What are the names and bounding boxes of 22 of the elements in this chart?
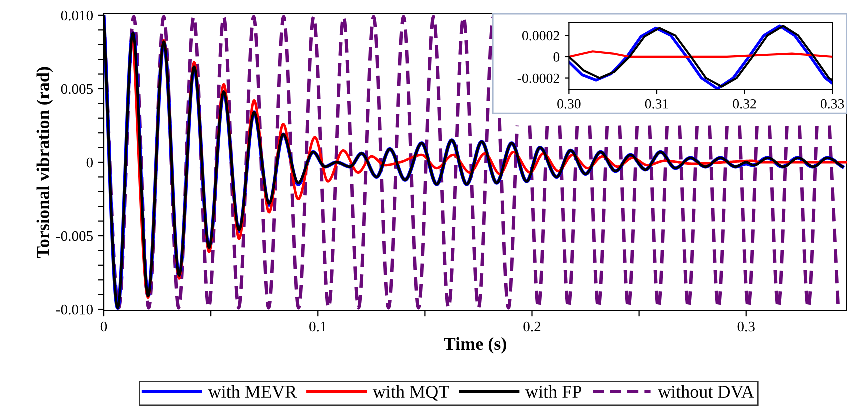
y-tick-label: -0.010 (56, 304, 94, 315)
x-tick-label: 0.30 (558, 99, 581, 109)
legend-label: with FP (526, 385, 582, 398)
x-tick-label: 0.33 (820, 99, 844, 109)
x-tick-label: 0.2 (524, 322, 541, 332)
y-tick-label: 0 (86, 158, 94, 168)
y-tick-label: 0.005 (61, 84, 94, 94)
y-tick-label: -0.005 (56, 231, 94, 242)
legend-label: with MQT (372, 385, 450, 401)
x-tick-label: 0.31 (645, 99, 668, 109)
x-tick-label: 0 (100, 322, 108, 332)
y-tick-label: 0.010 (61, 10, 94, 21)
y-axis-title: Torsional vibration (rad) (36, 67, 54, 258)
y-tick-label: -0.0002 (518, 74, 560, 84)
x-axis-title: Time (s) (444, 337, 506, 354)
x-tick-label: 0.3 (738, 322, 755, 332)
y-tick-label: 0.0002 (522, 31, 560, 41)
y-tick-label: 0 (554, 52, 560, 62)
legend-label: without DVA (658, 385, 754, 398)
x-tick-label: 0.1 (310, 322, 326, 332)
x-tick-label: 0.32 (733, 99, 756, 109)
legend-label: with MEVR (208, 385, 298, 398)
